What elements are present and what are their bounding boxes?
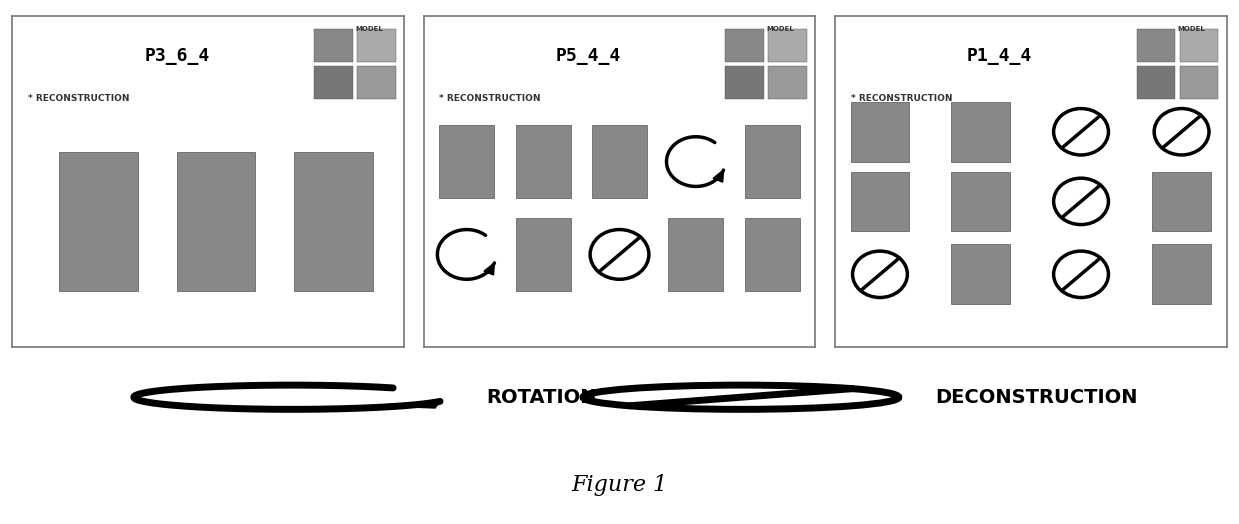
Text: * RECONSTRUCTION: * RECONSTRUCTION (28, 94, 130, 103)
Text: MODEL: MODEL (354, 26, 383, 31)
Bar (952, 102, 1010, 161)
Bar (1152, 171, 1211, 231)
Bar (669, 218, 724, 291)
Text: P5_4_4: P5_4_4 (555, 47, 621, 64)
Bar (745, 125, 799, 198)
Text: ROTATION: ROTATION (486, 388, 596, 407)
Bar (59, 151, 138, 291)
Bar (952, 245, 1010, 304)
Text: MODEL: MODEL (1177, 26, 1206, 31)
Bar (313, 66, 353, 99)
Bar (768, 66, 807, 99)
Bar (177, 151, 255, 291)
Bar (357, 29, 395, 62)
Text: DECONSTRUCTION: DECONSTRUCTION (935, 388, 1137, 407)
Bar (851, 102, 909, 161)
Bar (1180, 66, 1218, 99)
Polygon shape (714, 170, 724, 182)
Bar (295, 151, 373, 291)
Bar (952, 171, 1010, 231)
Text: * RECONSTRUCTION: * RECONSTRUCTION (851, 94, 952, 103)
Text: P1_4_4: P1_4_4 (966, 47, 1032, 64)
Bar (515, 218, 570, 291)
Bar (725, 66, 764, 99)
Text: MODEL: MODEL (766, 26, 794, 31)
Text: P3_6_4: P3_6_4 (144, 47, 209, 64)
Bar (745, 218, 799, 291)
Bar (851, 171, 909, 231)
Bar (1152, 245, 1211, 304)
Text: Figure 1: Figure 1 (571, 474, 668, 496)
Polygon shape (372, 401, 440, 408)
Bar (725, 29, 764, 62)
Bar (515, 125, 570, 198)
Bar (313, 29, 353, 62)
Text: * RECONSTRUCTION: * RECONSTRUCTION (440, 94, 541, 103)
Bar (1180, 29, 1218, 62)
Bar (592, 125, 647, 198)
Bar (1136, 66, 1176, 99)
Bar (1136, 29, 1176, 62)
Bar (440, 125, 494, 198)
Bar (357, 66, 395, 99)
Bar (768, 29, 807, 62)
Polygon shape (484, 263, 494, 275)
